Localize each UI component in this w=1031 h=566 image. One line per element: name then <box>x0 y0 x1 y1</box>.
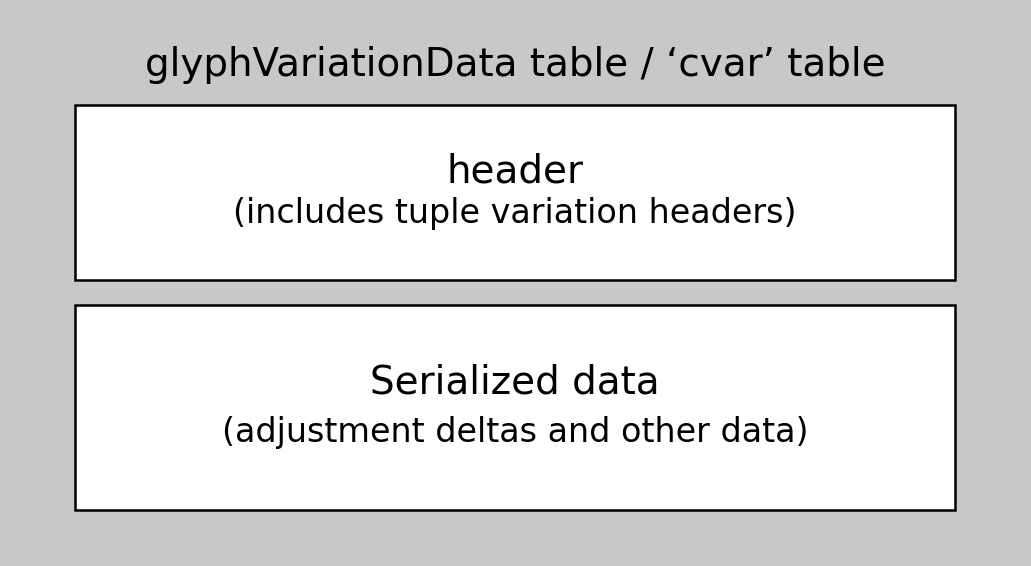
Bar <box>75 105 955 280</box>
Text: (adjustment deltas and other data): (adjustment deltas and other data) <box>222 415 808 449</box>
Text: (includes tuple variation headers): (includes tuple variation headers) <box>233 197 797 230</box>
Bar <box>75 305 955 510</box>
Text: header: header <box>446 152 584 191</box>
Text: glyphVariationData table / ‘cvar’ table: glyphVariationData table / ‘cvar’ table <box>145 46 886 84</box>
Text: Serialized data: Serialized data <box>370 364 660 402</box>
